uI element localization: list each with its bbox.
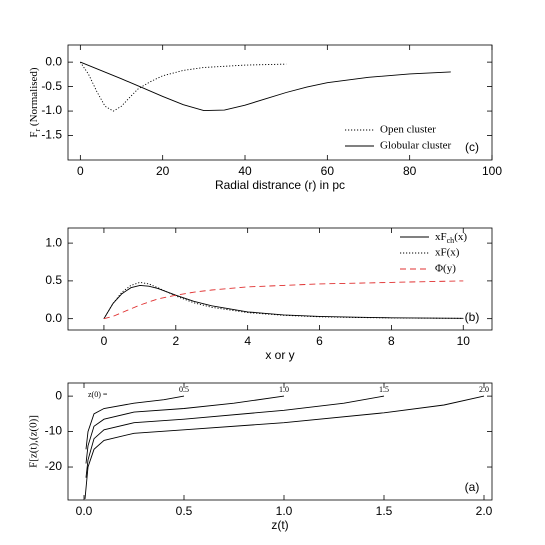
series-line [85, 395, 185, 450]
x-tick-label: 4 [244, 334, 251, 348]
series-line [103, 281, 464, 319]
x-tick-label: 1.5 [376, 504, 393, 518]
x-tick-label: 80 [403, 164, 417, 178]
x-tick-label: 1.0 [276, 504, 293, 518]
x-tick-label: 0.0 [76, 504, 93, 518]
series-line [85, 395, 285, 464]
x-tick-label: 2 [172, 334, 179, 348]
x-tick-label: 0 [77, 164, 84, 178]
y-axis-label-part: (Normalised) [28, 67, 40, 129]
legend-label-part: (x) [454, 231, 467, 243]
y-axis-label-part: F [28, 131, 40, 137]
series-line [79, 61, 287, 112]
legend-label: Open cluster [380, 124, 436, 136]
panel-label: (a) [465, 480, 480, 494]
curve-label: 2.0 [479, 385, 489, 394]
series-line [103, 280, 464, 320]
x-tick-label: 60 [321, 164, 335, 178]
y-axis-label: F[z(t),(z(0)] [28, 415, 40, 468]
legend-label-part: xF [435, 231, 447, 243]
x-tick-label: 0.5 [176, 504, 193, 518]
y-tick-label: -0.5 [41, 79, 62, 93]
x-tick-label: 8 [388, 334, 395, 348]
x-axis-label: Radial distrance (r) in pc [215, 178, 345, 192]
x-tick-label: 100 [482, 164, 502, 178]
panel-label: (c) [465, 140, 479, 154]
x-tick-label: 40 [238, 164, 252, 178]
y-tick-label: 1.0 [45, 235, 62, 249]
x-tick-label: 0 [101, 334, 108, 348]
series-line [84, 395, 485, 499]
curve-label: 0.5 [179, 385, 189, 394]
plot-frame [67, 227, 493, 331]
curve-label: 1.5 [379, 385, 389, 394]
series-line [80, 61, 451, 112]
curve-label: 1.0 [279, 385, 289, 394]
x-axis-label: z(t) [271, 518, 288, 532]
panel-label: (b) [465, 310, 480, 324]
legend-label: xFch(x) [435, 231, 467, 245]
x-tick-label: 10 [457, 334, 471, 348]
y-axis-label: Fr (Normalised) [28, 67, 42, 138]
x-tick-label: 2.0 [476, 504, 493, 518]
legend-label: Φ(y) [435, 263, 456, 275]
y-tick-label: 0.5 [45, 273, 62, 287]
y-tick-label: 0.0 [45, 311, 62, 325]
series-line [103, 284, 464, 319]
plot-frame [67, 44, 493, 161]
annotation: z(0) = [88, 390, 108, 399]
x-tick-label: 20 [156, 164, 170, 178]
x-axis-label: x or y [265, 348, 294, 362]
legend-label: Globular cluster [380, 140, 452, 152]
y-tick-label: -10 [45, 424, 63, 438]
series-line [85, 395, 385, 478]
y-tick-label: 0 [55, 388, 62, 402]
y-tick-label: -20 [45, 459, 63, 473]
y-tick-label: -1.5 [41, 128, 62, 142]
y-tick-label: 0.0 [45, 54, 62, 68]
legend-label-part: ch [447, 236, 455, 245]
y-tick-label: -1.0 [41, 103, 62, 117]
x-tick-label: 6 [316, 334, 323, 348]
plot-frame [67, 382, 493, 501]
legend-label: xF(x) [435, 247, 460, 259]
y-axis-label-part: r [33, 128, 42, 131]
